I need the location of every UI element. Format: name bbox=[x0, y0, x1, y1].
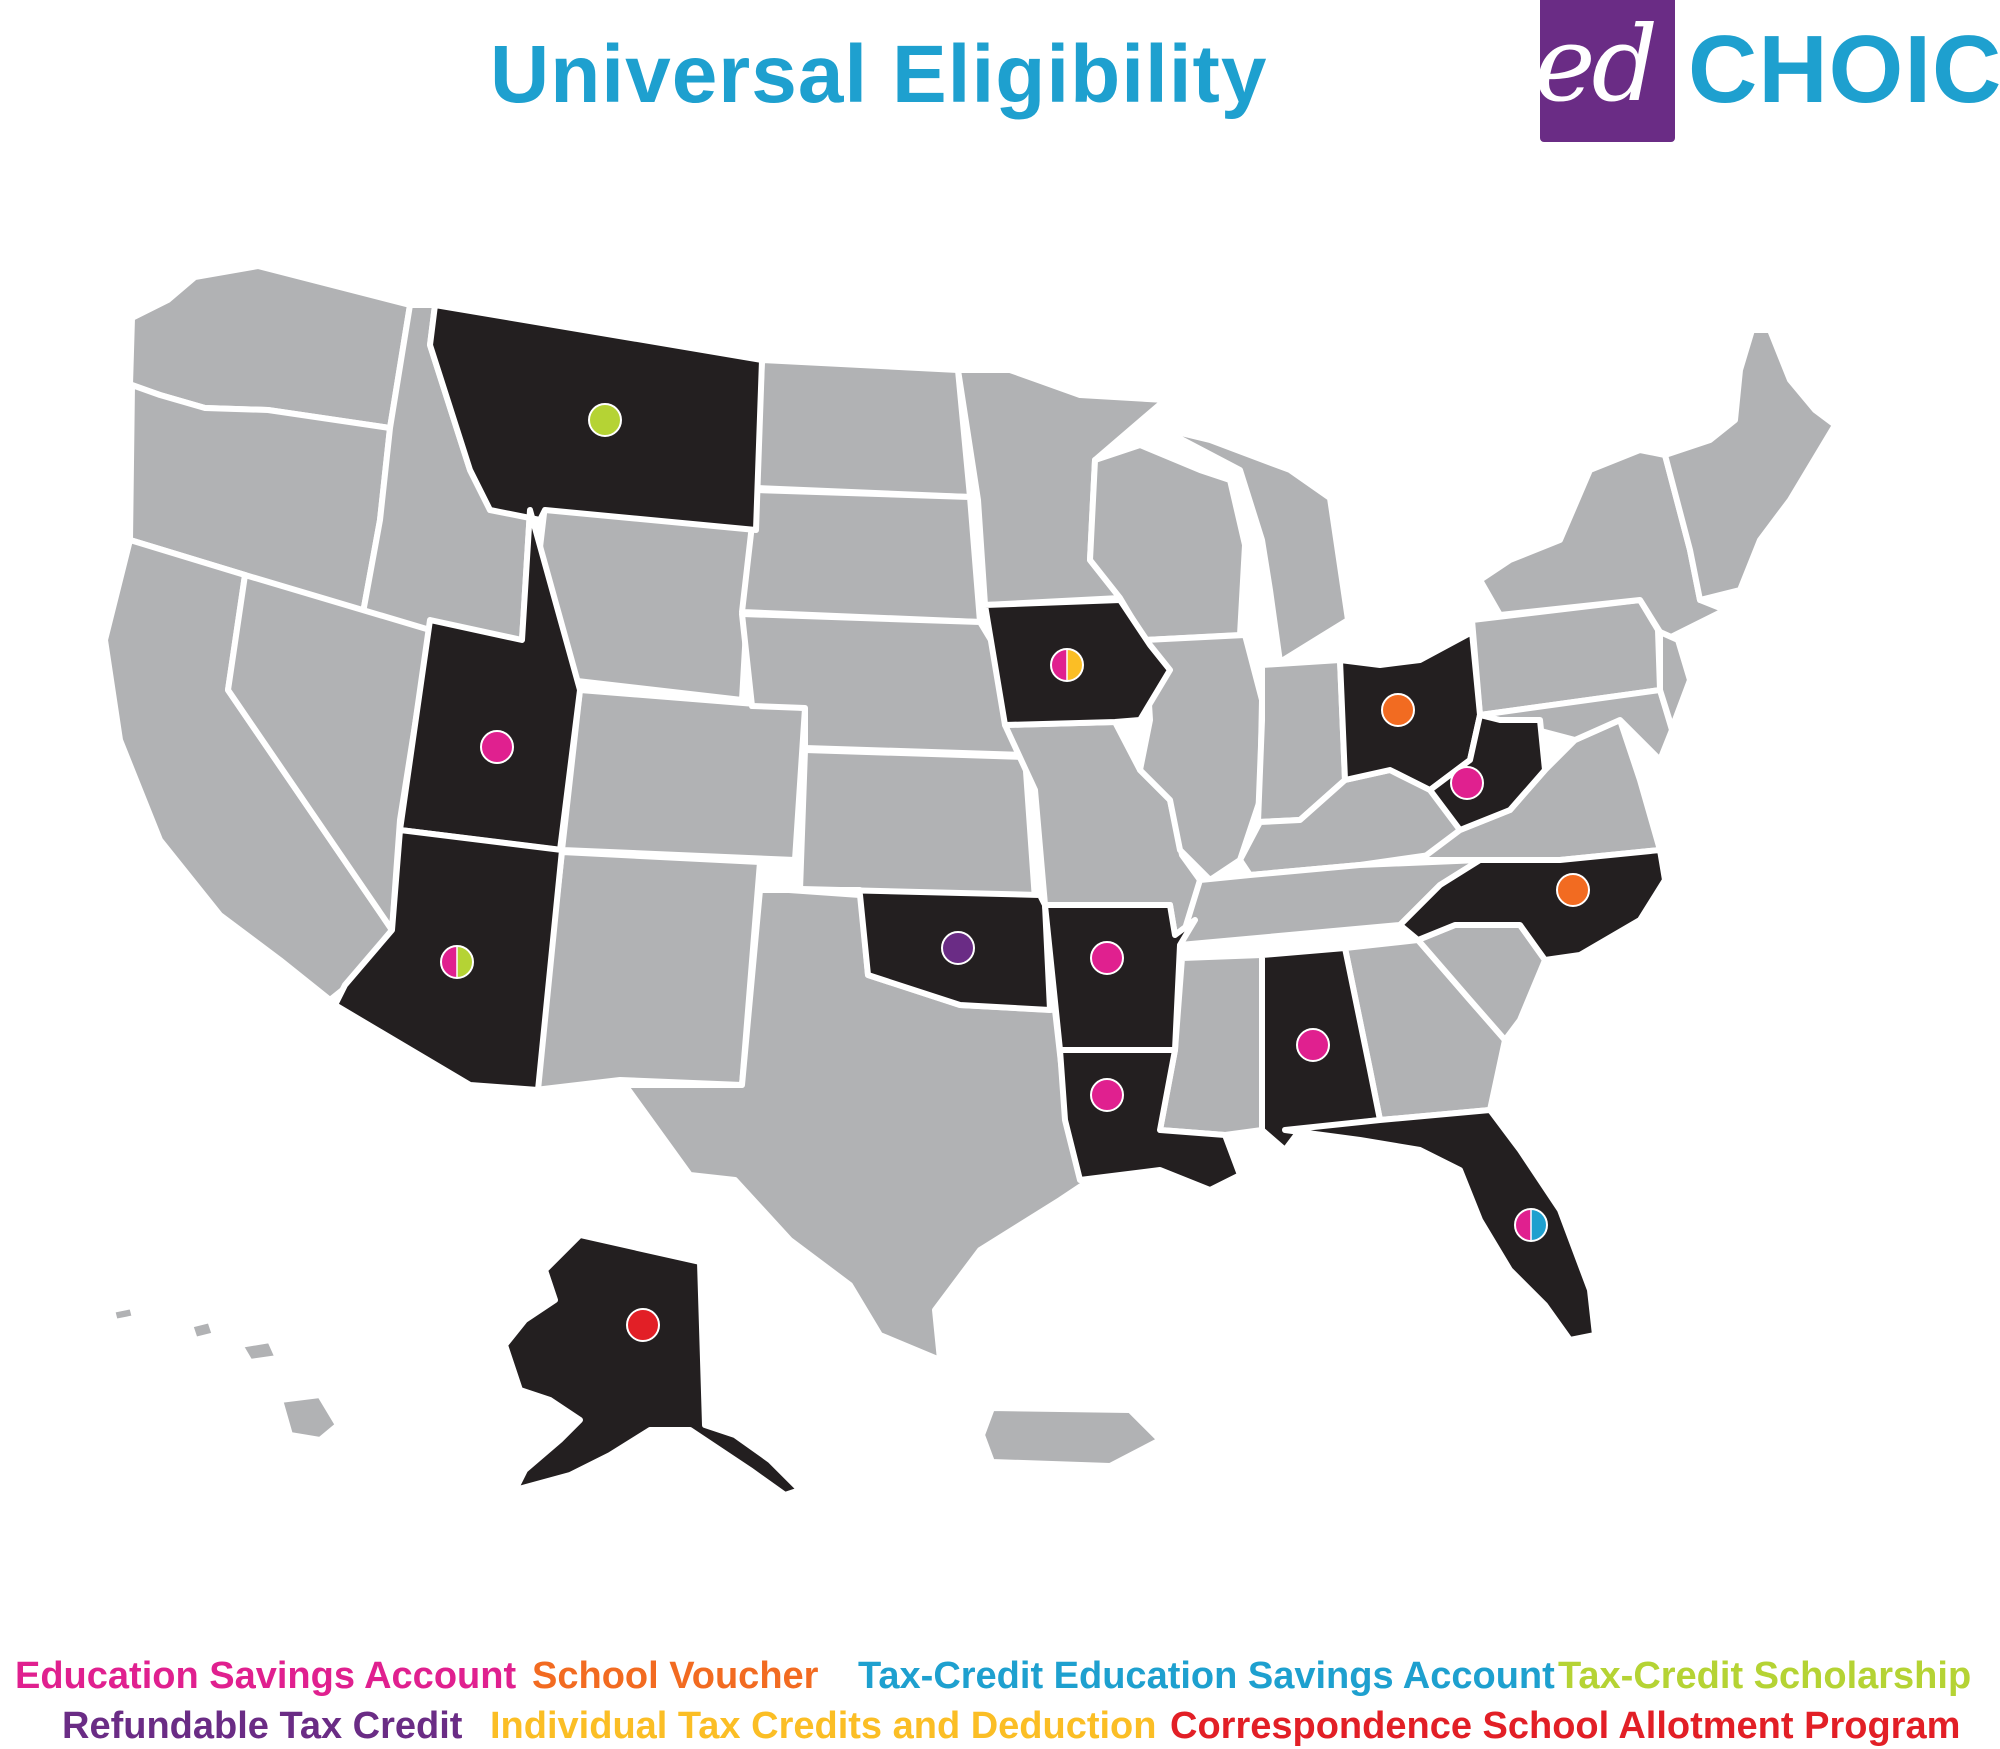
marker-florida bbox=[1514, 1208, 1548, 1242]
legend-item-correspondence-school: Correspondence School Allotment Program bbox=[1170, 1705, 1961, 1747]
marker-dot-tcs bbox=[588, 403, 622, 437]
marker-dot-esa bbox=[1090, 941, 1124, 975]
marker-alaska bbox=[626, 1308, 660, 1342]
state-puerto-rico bbox=[979, 1405, 1163, 1469]
marker-arizona bbox=[440, 945, 474, 979]
marker-west-virginia bbox=[1450, 766, 1484, 800]
marker-dot-voucher bbox=[1556, 873, 1590, 907]
legend-item-education-savings-account: Education Savings Account bbox=[15, 1655, 517, 1697]
state-hawaii-4 bbox=[277, 1392, 341, 1443]
marker-ring bbox=[440, 945, 474, 979]
state-hawaii-2 bbox=[187, 1317, 218, 1343]
marker-half-tc_esa bbox=[1531, 1209, 1547, 1241]
marker-ring bbox=[1514, 1208, 1548, 1242]
legend-item-school-voucher: School Voucher bbox=[532, 1655, 819, 1697]
state-west-virginia bbox=[1427, 712, 1548, 833]
marker-dot-esa bbox=[480, 730, 514, 764]
state-new-jersey bbox=[1657, 629, 1693, 731]
marker-arkansas bbox=[1090, 941, 1124, 975]
marker-ohio bbox=[1381, 693, 1415, 727]
logo-ed-text: ed bbox=[1534, 3, 1658, 125]
marker-ring bbox=[1050, 648, 1084, 682]
legend-item-individual-tax-credits: Individual Tax Credits and Deduction bbox=[490, 1705, 1157, 1747]
marker-montana bbox=[588, 403, 622, 437]
state-north-carolina bbox=[1397, 847, 1668, 963]
state-hawaii-1 bbox=[109, 1303, 138, 1325]
state-new-mexico bbox=[532, 849, 763, 1093]
marker-dot-esa bbox=[1296, 1028, 1330, 1062]
state-oklahoma bbox=[757, 885, 1053, 1013]
marker-alabama bbox=[1296, 1028, 1330, 1062]
state-north-dakota bbox=[753, 357, 973, 500]
marker-oklahoma bbox=[941, 931, 975, 965]
state-new-england bbox=[1662, 327, 1838, 603]
marker-dot-rtc bbox=[941, 931, 975, 965]
state-alaska bbox=[502, 1232, 803, 1498]
legend-item-tax-credit-esa: Tax-Credit Education Savings Account bbox=[858, 1655, 1555, 1697]
marker-iowa bbox=[1050, 648, 1084, 682]
map-title: Universal Eligibility bbox=[490, 29, 1268, 120]
logo-box: ed bbox=[1534, 0, 1675, 142]
marker-louisiana bbox=[1090, 1078, 1124, 1112]
marker-dot-esa bbox=[1090, 1078, 1124, 1112]
state-kansas bbox=[797, 747, 1038, 903]
marker-dot-voucher bbox=[1381, 693, 1415, 727]
state-florida bbox=[1282, 1107, 1598, 1343]
state-michigan bbox=[1157, 425, 1351, 665]
marker-half-itcd bbox=[1067, 649, 1083, 681]
state-colorado bbox=[559, 687, 808, 863]
marker-half-esa bbox=[441, 946, 457, 978]
marker-dot-csap bbox=[626, 1308, 660, 1342]
state-wisconsin bbox=[1087, 442, 1248, 643]
marker-half-esa bbox=[1515, 1209, 1531, 1241]
legend-item-refundable-tax-credit: Refundable Tax Credit bbox=[62, 1705, 463, 1747]
state-hawaii-3 bbox=[237, 1337, 281, 1365]
marker-half-esa bbox=[1051, 649, 1067, 681]
marker-half-tcs bbox=[457, 946, 473, 978]
legend-item-tax-credit-scholarship: Tax-Credit Scholarship bbox=[1558, 1655, 1972, 1697]
marker-dot-esa bbox=[1450, 766, 1484, 800]
marker-north-carolina bbox=[1556, 873, 1590, 907]
state-south-dakota bbox=[739, 487, 983, 625]
marker-utah bbox=[480, 730, 514, 764]
state-arkansas bbox=[1042, 902, 1198, 1053]
